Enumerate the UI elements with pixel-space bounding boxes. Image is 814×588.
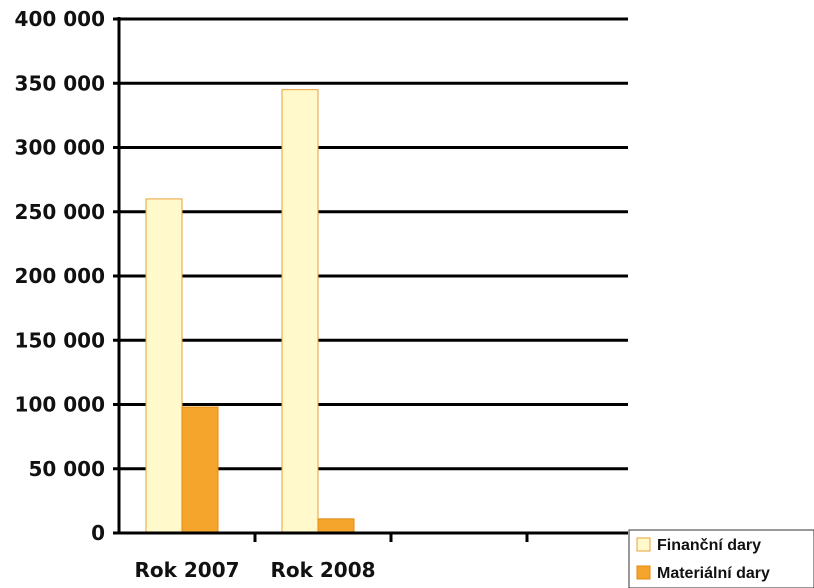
bars — [145, 89, 355, 534]
x-tick-label: Rok 2007 — [134, 558, 239, 582]
legend-swatch-materialni — [636, 565, 651, 580]
y-tick-label: 200 000 — [15, 264, 105, 288]
x-axis-labels: Rok 2007 Rok 2008 — [134, 558, 375, 582]
y-tick-label: 50 000 — [28, 457, 105, 481]
y-axis-ticks: 0 50 000 100 000 150 000 200 000 250 000 300 0… — [15, 7, 119, 545]
y-tick-label: 350 000 — [15, 71, 105, 95]
gridlines — [119, 17, 628, 471]
legend-label-financni: Finanční dary — [657, 537, 761, 554]
legend-label-materialni: Materiální dary — [657, 565, 770, 582]
bar-financni-0 — [145, 198, 183, 534]
y-tick-label: 100 000 — [15, 393, 105, 417]
y-tick-label: 400 000 — [15, 7, 105, 31]
y-tick-label: 150 000 — [15, 328, 105, 352]
y-tick-label: 300 000 — [15, 136, 105, 160]
legend-box — [628, 529, 814, 588]
y-tick-label: 250 000 — [15, 200, 105, 224]
y-tick-label: 0 — [91, 521, 105, 545]
x-tick-label: Rok 2008 — [270, 558, 375, 582]
legend-swatch-financni — [636, 537, 651, 552]
bar-materialni-0 — [181, 406, 219, 534]
bar-materialni-1 — [317, 518, 355, 534]
legend: Finanční dary Materiální dary — [628, 529, 814, 588]
bar-financni-1 — [281, 89, 319, 534]
